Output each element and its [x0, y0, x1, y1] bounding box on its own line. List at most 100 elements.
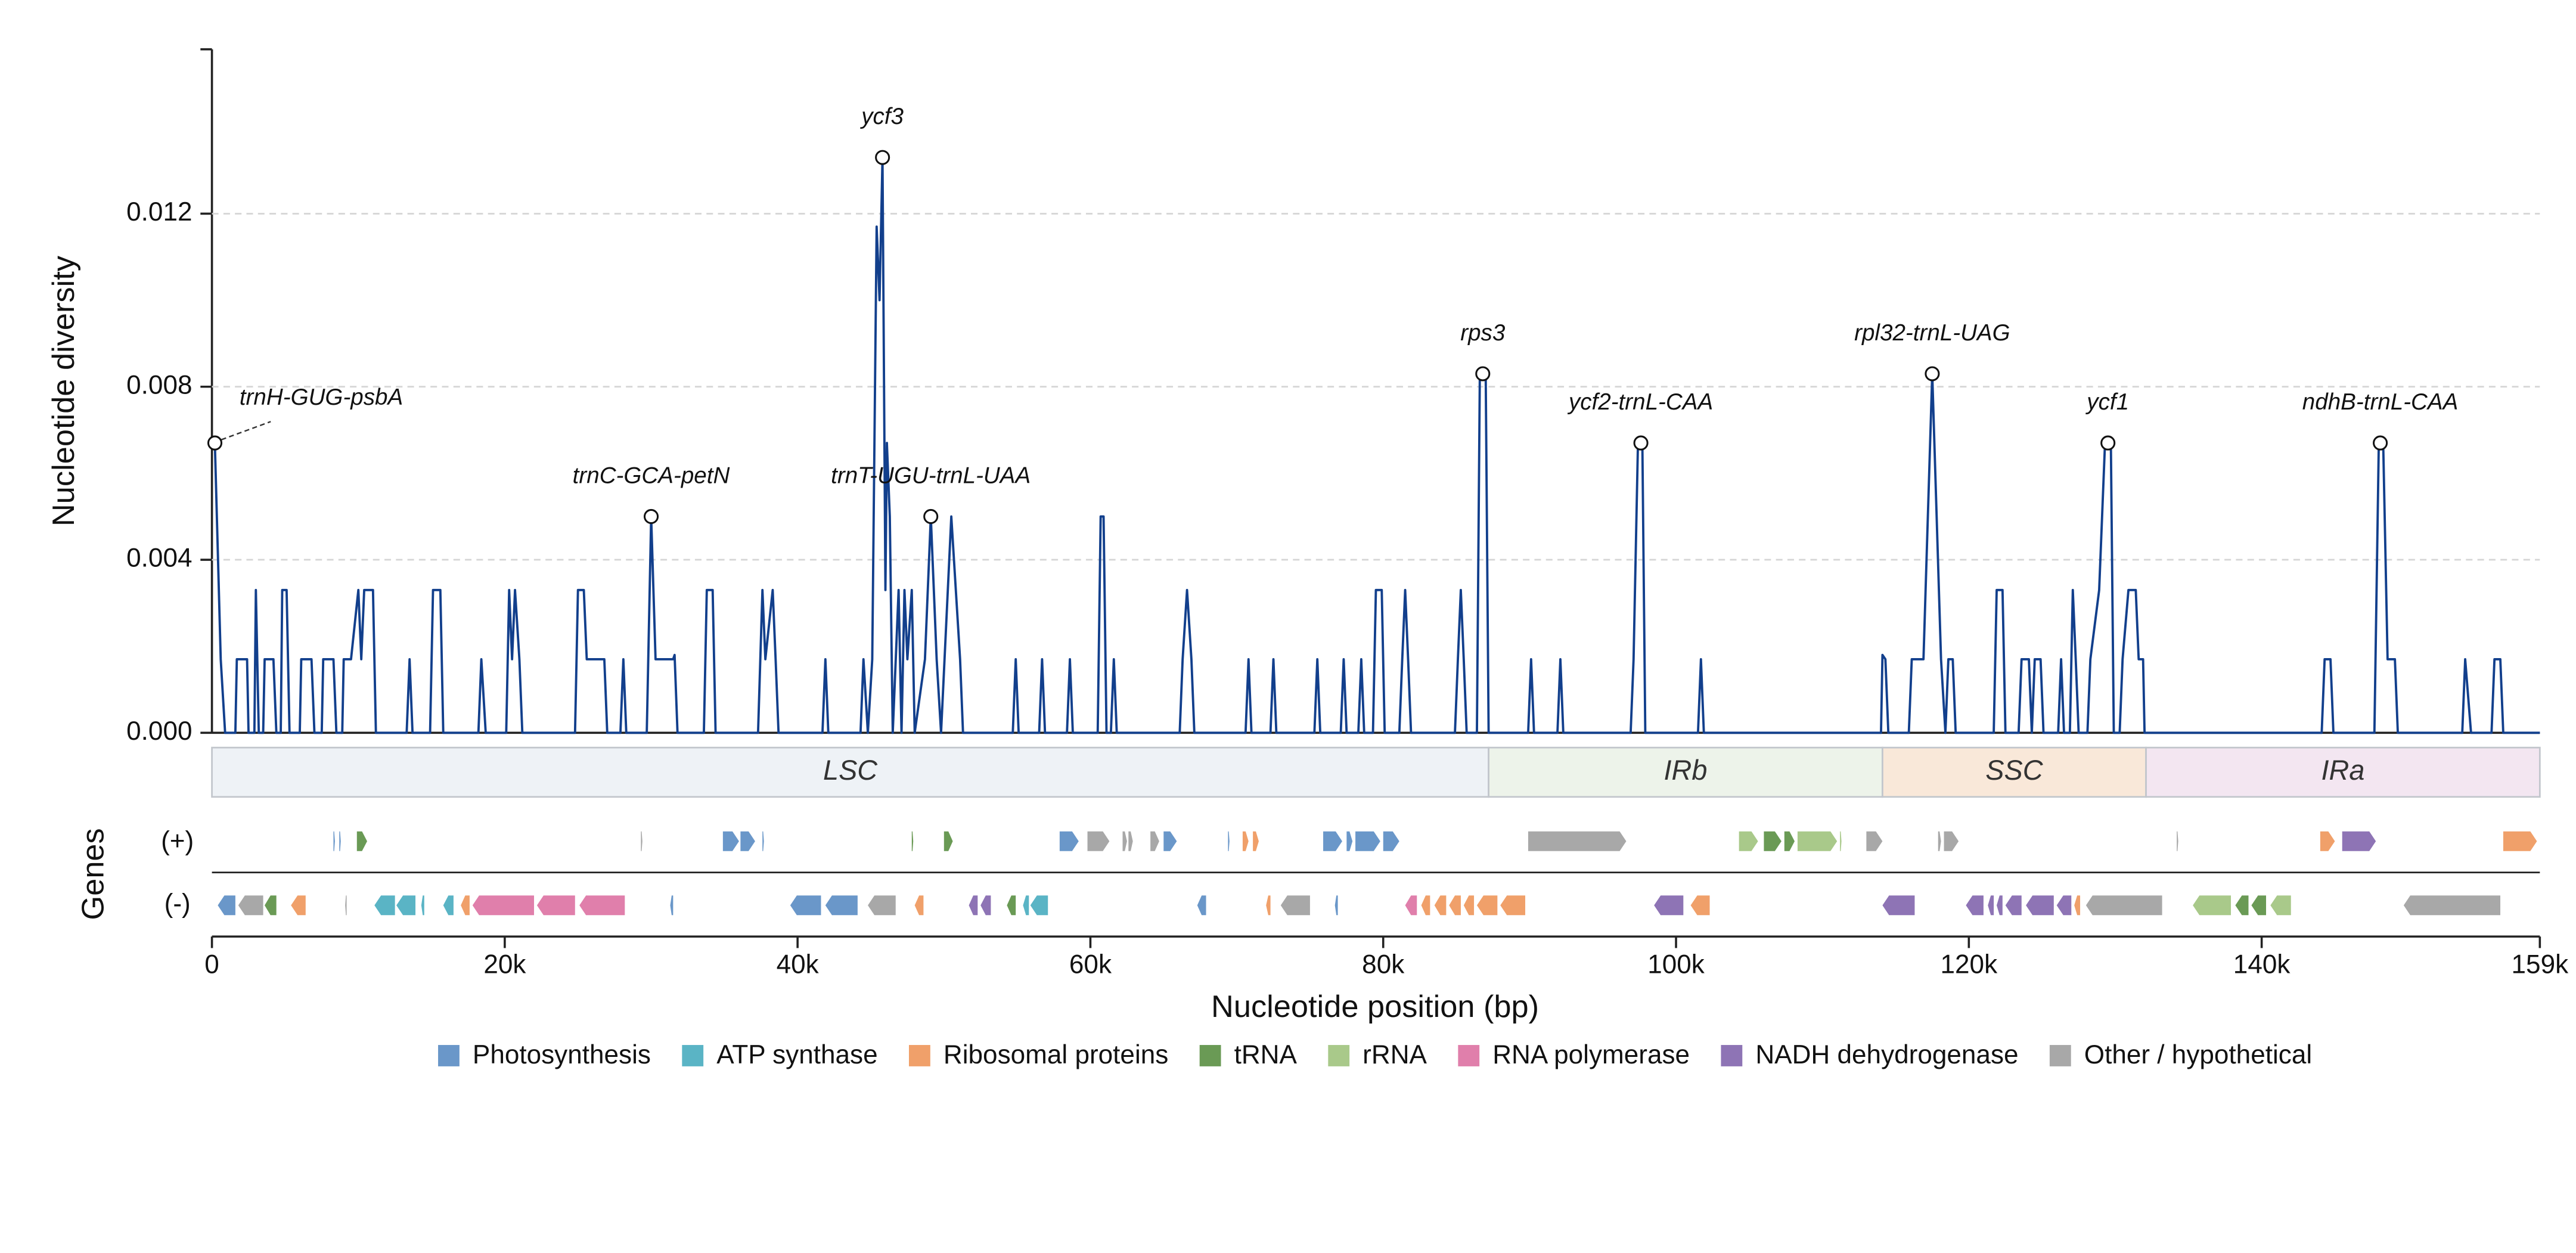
gene — [1242, 831, 1249, 851]
gene — [1023, 895, 1029, 916]
gene — [1784, 831, 1795, 851]
gene — [421, 895, 424, 916]
annotation-label: trnH-GUG-psbA — [240, 384, 403, 410]
gene — [1882, 895, 1915, 916]
gene — [641, 831, 643, 851]
gene — [1690, 895, 1710, 916]
x-tick-label: 120k — [1941, 950, 1998, 979]
gene — [1476, 895, 1498, 916]
gene — [536, 895, 575, 916]
diversity-line — [213, 156, 2540, 734]
region-label: IRb — [1664, 755, 1708, 786]
region — [2145, 746, 2541, 798]
annotation-label: ycf3 — [859, 104, 904, 129]
legend-swatch — [1458, 1045, 1480, 1066]
legend-label: RNA polymerase — [1492, 1040, 1690, 1069]
annotation-label: rps3 — [1460, 320, 1506, 346]
gene — [1334, 895, 1338, 916]
gene — [1528, 831, 1627, 851]
gene — [1944, 831, 1959, 851]
x-tick-label: 40k — [777, 950, 820, 979]
gene — [825, 895, 858, 916]
gene — [790, 895, 821, 916]
gene — [1654, 895, 1684, 916]
gene — [238, 895, 263, 916]
gene — [2193, 895, 2232, 916]
gene — [1253, 831, 1259, 851]
annotation-point — [207, 435, 223, 451]
legend-swatch — [2049, 1045, 2071, 1066]
track-label: Genes — [76, 828, 111, 920]
gene — [2177, 831, 2178, 851]
gene — [1163, 831, 1177, 851]
gene — [291, 895, 306, 916]
x-tick-label: 20k — [483, 950, 526, 979]
gene — [1128, 831, 1133, 851]
gene — [740, 831, 755, 851]
gene — [1007, 895, 1016, 916]
gene — [1797, 831, 1838, 851]
legend-swatch — [682, 1045, 704, 1066]
annotation-point — [1475, 366, 1491, 382]
region — [1882, 746, 2147, 798]
legend-label: Other / hypothetical — [2084, 1040, 2312, 1069]
gene — [2074, 895, 2081, 916]
gene — [1434, 895, 1447, 916]
gene — [443, 895, 454, 916]
y-tick-label: 0.000 — [126, 717, 192, 746]
x-tick-label: 60k — [1069, 950, 1112, 979]
strand-label: (-) — [165, 889, 191, 918]
gene — [218, 895, 235, 916]
region-label: IRa — [2321, 755, 2365, 786]
legend-label: NADH dehydrogenase — [1755, 1040, 2018, 1069]
legend-swatch — [438, 1045, 460, 1066]
gene — [579, 895, 625, 916]
gene — [2342, 831, 2376, 851]
gene — [969, 895, 978, 916]
strand-label: (+) — [161, 827, 194, 856]
annotation-leader — [221, 421, 271, 441]
gene — [265, 895, 277, 916]
legend-label: Photosynthesis — [473, 1040, 651, 1069]
gene — [2403, 895, 2501, 916]
gene — [944, 831, 953, 851]
gene — [722, 831, 739, 851]
legend: Photosynthesis ATP synthase Ribosomal prot… — [438, 1040, 2312, 1069]
legend-label: Ribosomal proteins — [944, 1040, 1168, 1069]
legend-label: rRNA — [1363, 1040, 1427, 1069]
legend-swatch — [909, 1045, 930, 1066]
gene — [1280, 895, 1310, 916]
annotation-label: ndhB-trnL-CAA — [2302, 389, 2459, 415]
gene — [1405, 895, 1417, 916]
gene — [2005, 895, 2022, 916]
gene — [670, 895, 674, 916]
y-axis-label: Nucleotide diversity — [46, 255, 81, 526]
x-tick-label: 0 — [204, 950, 219, 979]
gene — [1500, 895, 1526, 916]
gene — [1087, 831, 1110, 851]
annotation-label: rpl32-trnL-UAG — [1854, 320, 2010, 346]
legend-swatch — [1199, 1045, 1221, 1066]
annotation-label: trnT-UGU-trnL-UAA — [831, 463, 1031, 489]
annotation-point — [923, 508, 939, 525]
legend-swatch — [1328, 1045, 1350, 1066]
gene — [1228, 831, 1230, 851]
gene — [1421, 895, 1430, 916]
gene — [339, 831, 341, 851]
gene — [333, 831, 335, 851]
gene — [1938, 831, 1941, 851]
legend-label: ATP synthase — [716, 1040, 877, 1069]
annotation-point — [875, 150, 890, 165]
gene — [2251, 895, 2266, 916]
annotation-point — [2100, 435, 2116, 451]
x-tick-label: 159k — [2512, 950, 2569, 979]
gene — [2320, 831, 2335, 851]
gene — [2503, 831, 2537, 851]
gene — [396, 895, 416, 916]
gene — [1739, 831, 1758, 851]
annotation-label: ycf2-trnL-CAA — [1567, 389, 1713, 415]
gene — [1866, 831, 1883, 851]
gene — [1988, 895, 1994, 916]
y-tick-label: 0.004 — [126, 544, 192, 573]
